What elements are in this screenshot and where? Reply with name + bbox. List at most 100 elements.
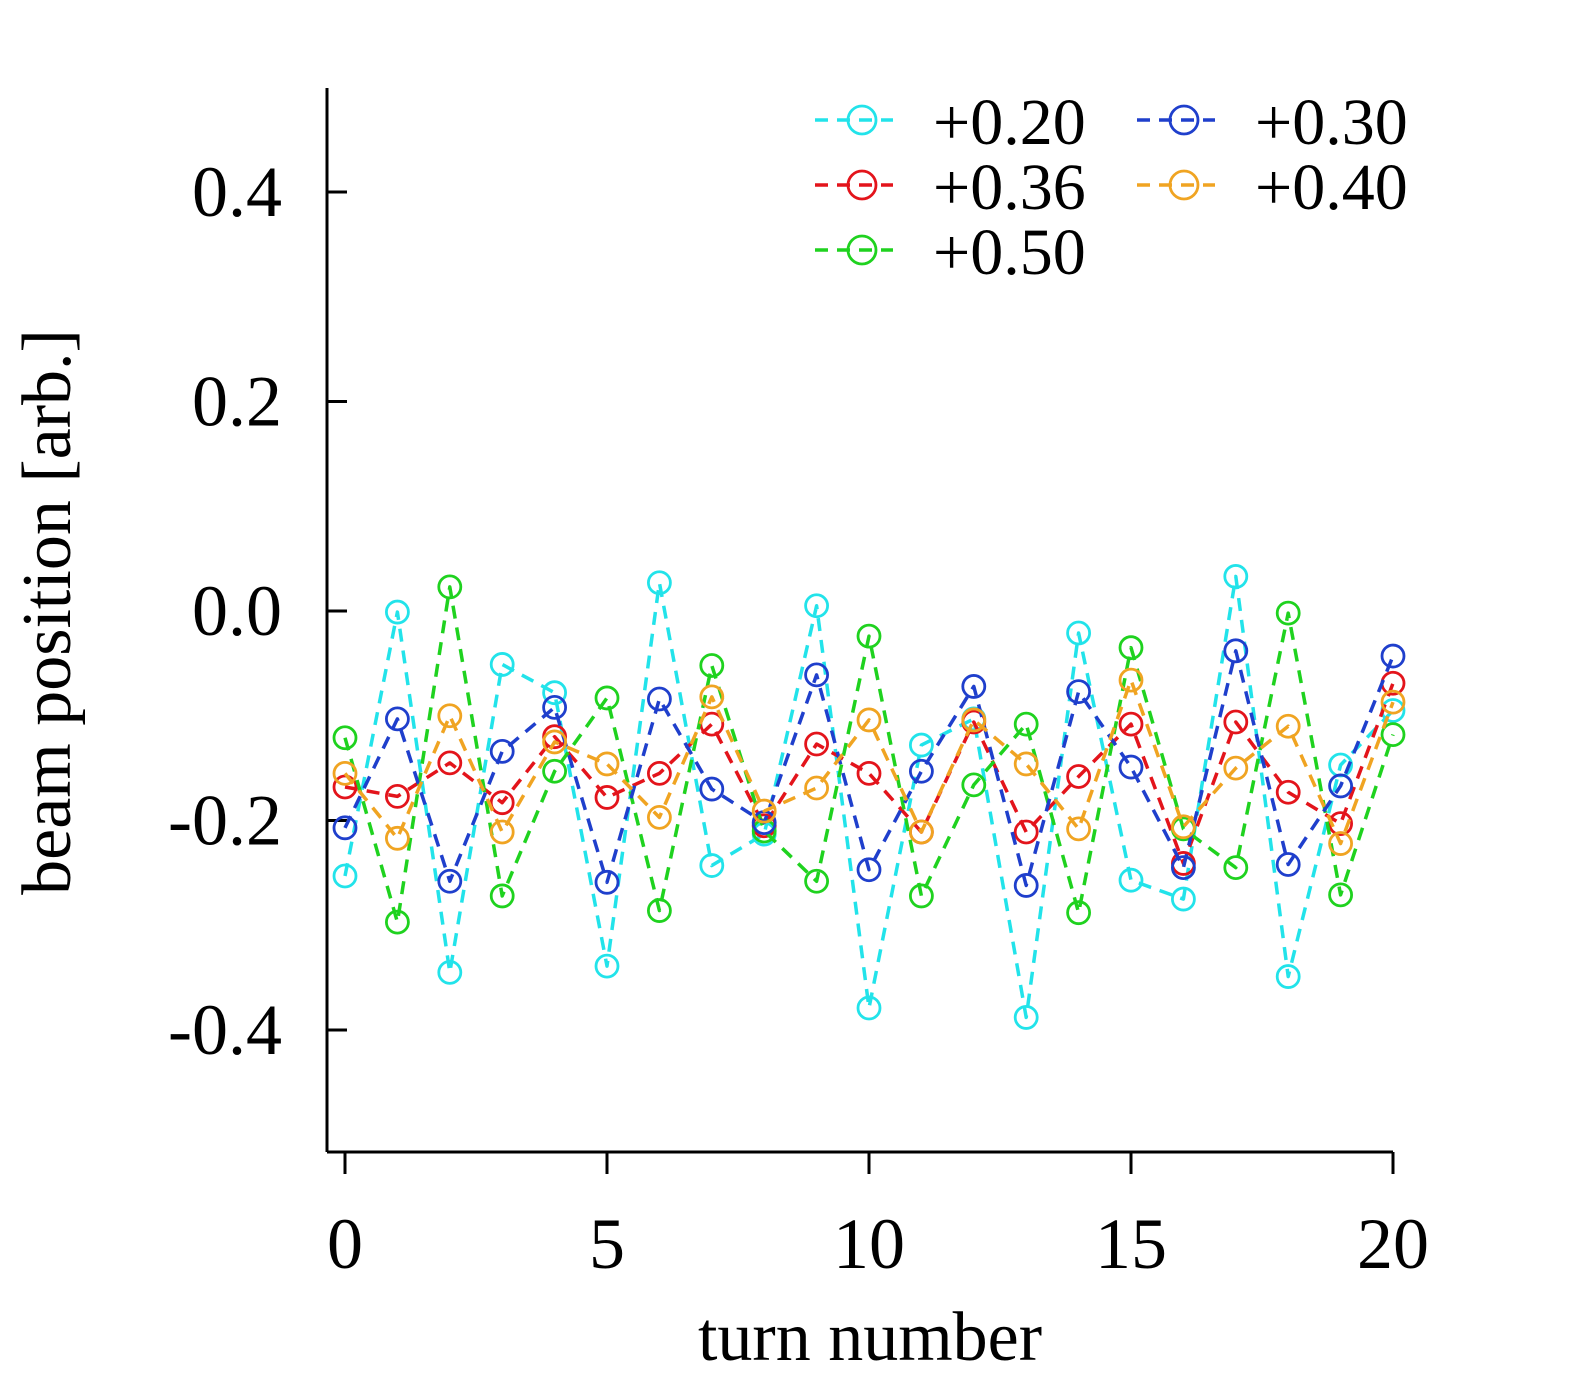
data-point <box>699 653 725 678</box>
data-point <box>1275 964 1301 989</box>
data-point <box>489 819 515 845</box>
y-ticks: -0.4 -0.2 0.0 0.2 0.4 <box>168 152 347 1070</box>
series-line <box>343 585 1395 924</box>
data-point <box>489 652 515 677</box>
legend-marker <box>846 104 878 136</box>
data-point <box>1118 867 1144 893</box>
data-point <box>1223 638 1249 664</box>
data-point <box>1275 852 1301 877</box>
x-tick-label: 10 <box>833 1204 905 1284</box>
data-point <box>1328 831 1353 856</box>
data-point <box>1013 819 1039 845</box>
data-point <box>961 674 987 699</box>
data-point <box>1171 814 1196 840</box>
data-point <box>594 685 620 711</box>
y-tick-label: -0.4 <box>168 990 282 1070</box>
data-point <box>1380 722 1406 748</box>
legend: +0.20 +0.30 +0.36 +0.40 +0.50 <box>815 86 1408 289</box>
data-point <box>909 758 934 784</box>
data-point <box>1171 886 1196 912</box>
y-axis-label: beam position [arb.] <box>9 329 86 895</box>
data-point <box>384 825 410 851</box>
legend-label: +0.40 <box>1255 151 1408 224</box>
data-point <box>647 570 672 596</box>
x-tick-label: 5 <box>589 1204 625 1284</box>
data-point <box>332 760 358 786</box>
x-tick-label: 15 <box>1095 1204 1167 1284</box>
data-point <box>594 953 620 979</box>
data-point <box>1066 679 1091 705</box>
data-point <box>594 751 620 777</box>
data-point <box>332 863 358 889</box>
data-point <box>1275 713 1301 739</box>
y-tick-label: 0.0 <box>192 571 282 651</box>
legend-label: +0.30 <box>1255 86 1408 159</box>
data-point <box>1013 751 1039 777</box>
data-point <box>594 785 620 810</box>
y-tick-label: 0.2 <box>192 362 282 442</box>
data-point <box>1223 564 1249 589</box>
data-point <box>647 760 672 786</box>
data-point <box>437 959 463 985</box>
data-point <box>856 857 882 883</box>
series-line <box>343 649 1395 888</box>
data-point <box>856 623 882 649</box>
data-point <box>856 707 882 733</box>
data-point <box>1380 689 1406 715</box>
data-point <box>804 731 829 757</box>
data-point <box>1118 667 1144 693</box>
data-point <box>751 798 777 824</box>
legend-label: +0.20 <box>933 86 1086 159</box>
data-point <box>332 725 358 751</box>
data-point <box>1328 882 1353 908</box>
data-point <box>1013 711 1039 737</box>
data-point <box>1328 811 1353 837</box>
data-point <box>856 995 882 1021</box>
data-point <box>647 686 672 712</box>
data-point <box>437 703 463 729</box>
legend-entry: +0.40 <box>1137 151 1408 224</box>
legend-marker <box>1168 104 1200 136</box>
data-point <box>489 883 515 909</box>
legend-label: +0.50 <box>933 216 1086 289</box>
series-layer <box>332 564 1406 1030</box>
data-point <box>647 804 672 830</box>
data-point <box>1118 754 1144 780</box>
series-+0.50 <box>332 574 1406 935</box>
data-point <box>909 732 934 758</box>
data-point <box>1380 643 1406 669</box>
data-point <box>699 776 725 802</box>
x-tick-label: 0 <box>327 1204 363 1284</box>
data-point <box>437 574 463 600</box>
data-point <box>332 815 358 841</box>
data-point <box>961 707 987 733</box>
data-point <box>437 868 463 894</box>
data-point <box>384 909 410 935</box>
legend-marker <box>846 169 878 201</box>
legend-entry: +0.50 <box>815 216 1086 289</box>
data-point <box>384 599 410 625</box>
series-line <box>343 574 1395 1020</box>
data-point <box>489 790 515 816</box>
legend-marker <box>1168 169 1200 201</box>
data-point <box>909 819 934 845</box>
data-point <box>1118 635 1144 661</box>
data-point <box>804 662 829 688</box>
data-point <box>961 772 987 798</box>
data-point <box>1171 855 1196 881</box>
x-axis-label: turn number <box>698 1299 1042 1376</box>
data-point <box>1275 779 1301 805</box>
y-tick-label: 0.4 <box>192 152 282 232</box>
data-point <box>1328 773 1353 799</box>
data-point <box>384 706 410 732</box>
legend-marker <box>846 234 878 266</box>
data-point <box>542 694 567 720</box>
data-point <box>699 684 725 710</box>
legend-entry: +0.20 <box>815 86 1086 159</box>
series-line <box>344 682 1395 866</box>
y-tick-label: -0.2 <box>168 781 282 861</box>
x-tick-label: 20 <box>1357 1204 1429 1284</box>
data-point <box>647 898 672 923</box>
data-point <box>384 784 410 809</box>
